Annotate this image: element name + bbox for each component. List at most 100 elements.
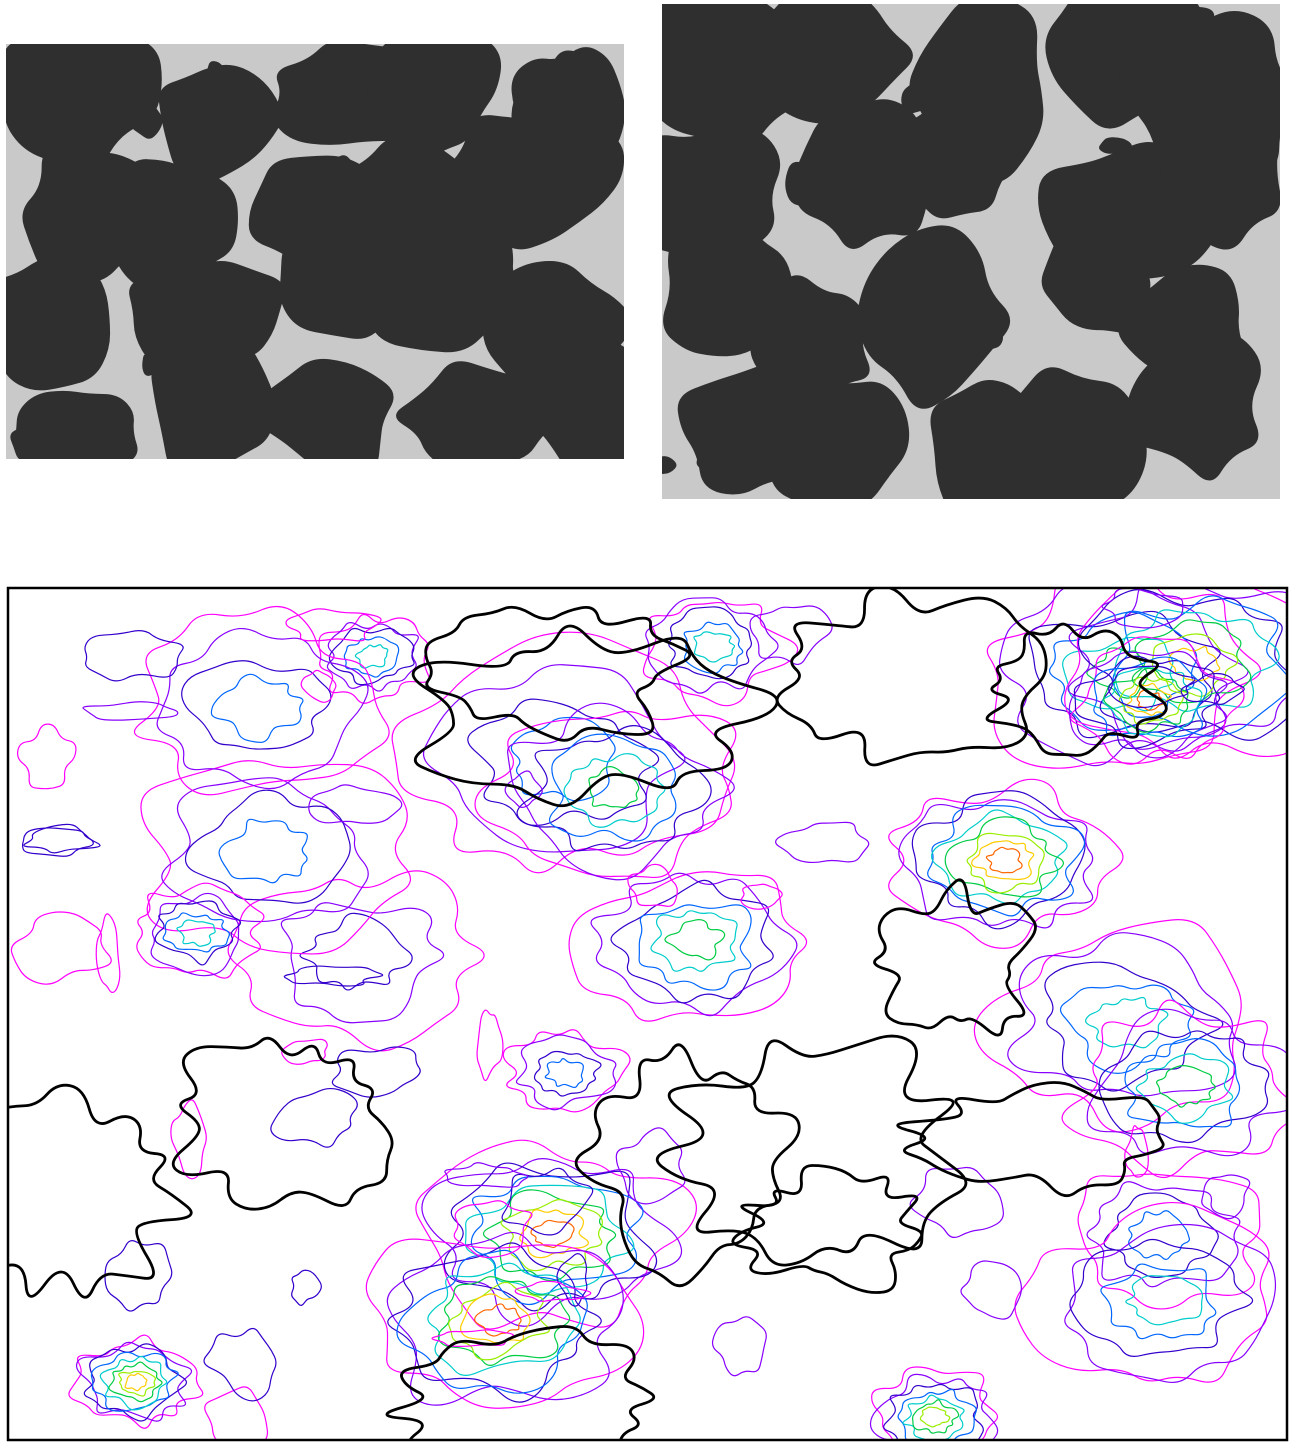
- dark-grain: [6, 44, 162, 168]
- contour-line: [1068, 650, 1228, 759]
- dark-grain: [663, 213, 793, 357]
- dark-grain: [857, 225, 1011, 409]
- contour-line: [897, 1388, 977, 1440]
- small-grain: [662, 456, 677, 475]
- dark-grain: [367, 44, 502, 162]
- phase-boundary: [171, 1036, 394, 1211]
- contour-line: [300, 669, 337, 703]
- contour-line: [133, 605, 390, 796]
- contour-line: [280, 902, 445, 1024]
- contour-line: [985, 846, 1023, 874]
- contour-line: [444, 1162, 529, 1188]
- contour-line: [930, 809, 1068, 905]
- small-grain: [1176, 7, 1215, 34]
- contour-line: [650, 910, 738, 972]
- contour-line: [507, 702, 735, 881]
- phase-boundary: [385, 1325, 656, 1440]
- contour-line: [740, 883, 783, 910]
- contour-line: [775, 821, 870, 864]
- contour-line: [1093, 656, 1208, 738]
- contour-line: [1100, 1263, 1217, 1340]
- dark-grain: [1160, 92, 1280, 250]
- contour-line: [912, 1399, 960, 1434]
- contour-line: [638, 904, 752, 991]
- dark-grain: [1041, 222, 1151, 334]
- micrograph-right-phases: [662, 4, 1280, 499]
- contour-line: [1131, 619, 1252, 704]
- contour-line: [1064, 1223, 1277, 1384]
- contour-line: [150, 892, 240, 977]
- contour-line: [422, 664, 686, 853]
- contour-map: [8, 588, 1287, 1440]
- contour-line: [1128, 1210, 1191, 1260]
- contour-line: [162, 912, 231, 953]
- contour-line: [502, 1029, 631, 1113]
- contour-line: [203, 1327, 277, 1402]
- contour-line: [533, 1050, 602, 1097]
- contour-line: [749, 605, 833, 665]
- contour-line: [973, 919, 1242, 1133]
- contour-line: [467, 698, 660, 827]
- small-grain: [553, 50, 589, 81]
- contour-line: [83, 1343, 188, 1422]
- contour-line: [615, 1127, 686, 1205]
- small-grain: [574, 370, 595, 388]
- contour-frame: [6, 586, 1289, 1442]
- contour-line: [869, 1373, 999, 1440]
- dark-grain: [889, 98, 1013, 219]
- contour-line: [888, 778, 1124, 949]
- small-grain: [231, 76, 257, 103]
- contour-line: [453, 1200, 533, 1259]
- contour-line: [1086, 647, 1148, 699]
- small-grain: [10, 427, 41, 459]
- contour-line: [154, 900, 242, 966]
- small-grain: [142, 354, 156, 376]
- contour-line: [387, 1242, 602, 1403]
- contour-line: [588, 766, 640, 808]
- contour-line: [1098, 1030, 1270, 1144]
- dark-grain: [14, 390, 138, 459]
- contour-line: [927, 804, 1086, 917]
- contour-line: [515, 1034, 617, 1111]
- contour-line: [1156, 1064, 1216, 1108]
- phase-boundary: [873, 878, 1037, 1037]
- contour-line: [1108, 665, 1196, 709]
- contour-lines: [8, 588, 1287, 1440]
- contour-line: [386, 1231, 624, 1406]
- phase-boundary: [775, 588, 1048, 767]
- contour-line: [270, 1087, 358, 1148]
- contour-line: [693, 631, 736, 663]
- contour-line: [683, 621, 744, 675]
- small-grain: [951, 103, 977, 142]
- contour-line: [1125, 1275, 1204, 1326]
- contour-line: [181, 660, 332, 750]
- contour-line: [156, 628, 369, 790]
- dark-grain: [1125, 321, 1261, 481]
- contour-line: [1201, 1174, 1251, 1220]
- contour-line: [519, 1209, 589, 1259]
- small-grain: [1098, 137, 1132, 154]
- phase-boundary: [8, 1083, 193, 1299]
- contour-line: [1069, 1238, 1254, 1357]
- contour-line: [999, 588, 1249, 767]
- contour-line: [645, 597, 779, 694]
- contour-line: [501, 1167, 594, 1236]
- contour-line: [563, 753, 666, 828]
- contour-line: [548, 733, 677, 842]
- dark-grain: [151, 325, 275, 459]
- contour-line: [514, 1280, 592, 1302]
- contour-line: [1114, 609, 1280, 712]
- contour-line: [1168, 646, 1221, 682]
- contour-line: [396, 1249, 588, 1394]
- micrograph-left-phases: [6, 44, 624, 459]
- contour-line: [299, 912, 413, 991]
- small-grain: [736, 265, 771, 301]
- contour-line: [664, 919, 726, 961]
- contour-line: [10, 911, 112, 985]
- small-grain: [356, 271, 386, 288]
- contour-line: [883, 1383, 984, 1440]
- contour-line: [391, 631, 736, 874]
- contour-line: [476, 1009, 504, 1082]
- contour-line: [1101, 588, 1184, 629]
- contour-line: [124, 1372, 148, 1392]
